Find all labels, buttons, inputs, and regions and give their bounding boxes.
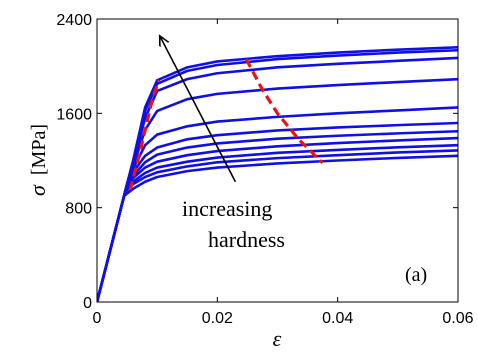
plot-frame (96, 18, 459, 303)
y-tick-labels: 0 800 1600 2400 (56, 12, 92, 312)
red-dashed-markers (128, 58, 324, 191)
x-axis-label: ε (273, 326, 282, 351)
svg-text:σ [MPa]: σ [MPa] (25, 124, 50, 196)
increasing-hardness-arrow (160, 37, 237, 183)
y-tick-label-2: 1600 (56, 106, 92, 123)
x-tick-label-3: 0.06 (442, 310, 473, 327)
panel-label: (a) (405, 264, 427, 286)
x-tick-label-0: 0 (93, 310, 102, 327)
stress-strain-curves (97, 46, 458, 302)
x-tick-labels: 0 0.02 0.04 0.06 (93, 310, 474, 327)
y-axis-label: σ [MPa] (25, 124, 50, 196)
stress-strain-curve-1 (97, 154, 458, 302)
annotation-line-1: increasing (182, 196, 272, 221)
red-dashed-line-1 (128, 79, 161, 191)
axis-ticks (96, 18, 459, 303)
red-dashed-line-2 (244, 58, 324, 165)
y-tick-label-1: 800 (65, 201, 92, 218)
x-tick-label-1: 0.02 (202, 310, 233, 327)
y-axis-symbol: σ (25, 184, 50, 196)
y-tick-label-0: 0 (83, 295, 92, 312)
annotation-line-2: hardness (208, 227, 285, 252)
stress-strain-curve-11 (97, 46, 458, 302)
x-tick-label-2: 0.04 (322, 310, 353, 327)
annotation-label: increasing hardness (182, 196, 285, 252)
stress-strain-curve-3 (97, 143, 458, 302)
y-axis-unit: [MPa] (28, 124, 50, 175)
y-tick-label-3: 2400 (56, 12, 92, 29)
